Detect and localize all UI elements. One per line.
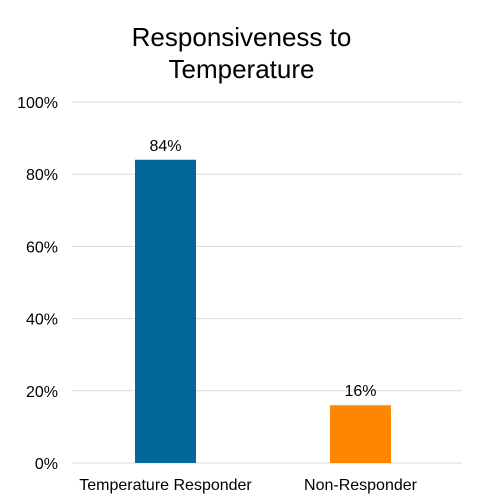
data-label: 16% <box>344 383 376 400</box>
chart-title-line-1: Responsiveness to <box>131 22 352 52</box>
bar <box>135 159 196 463</box>
y-tick-label: 40% <box>26 312 58 329</box>
chart-title-line-2: Temperature <box>168 54 315 84</box>
y-tick-label: 80% <box>26 167 58 184</box>
y-tick-label: 20% <box>26 384 58 401</box>
y-tick-label: 60% <box>26 239 58 256</box>
y-tick-label: 100% <box>17 95 58 112</box>
y-tick-label: 0% <box>35 456 58 473</box>
x-tick-label: Non-Responder <box>304 477 418 494</box>
bar <box>330 405 391 463</box>
data-label: 84% <box>149 138 181 155</box>
x-tick-label: Temperature Responder <box>79 477 252 494</box>
